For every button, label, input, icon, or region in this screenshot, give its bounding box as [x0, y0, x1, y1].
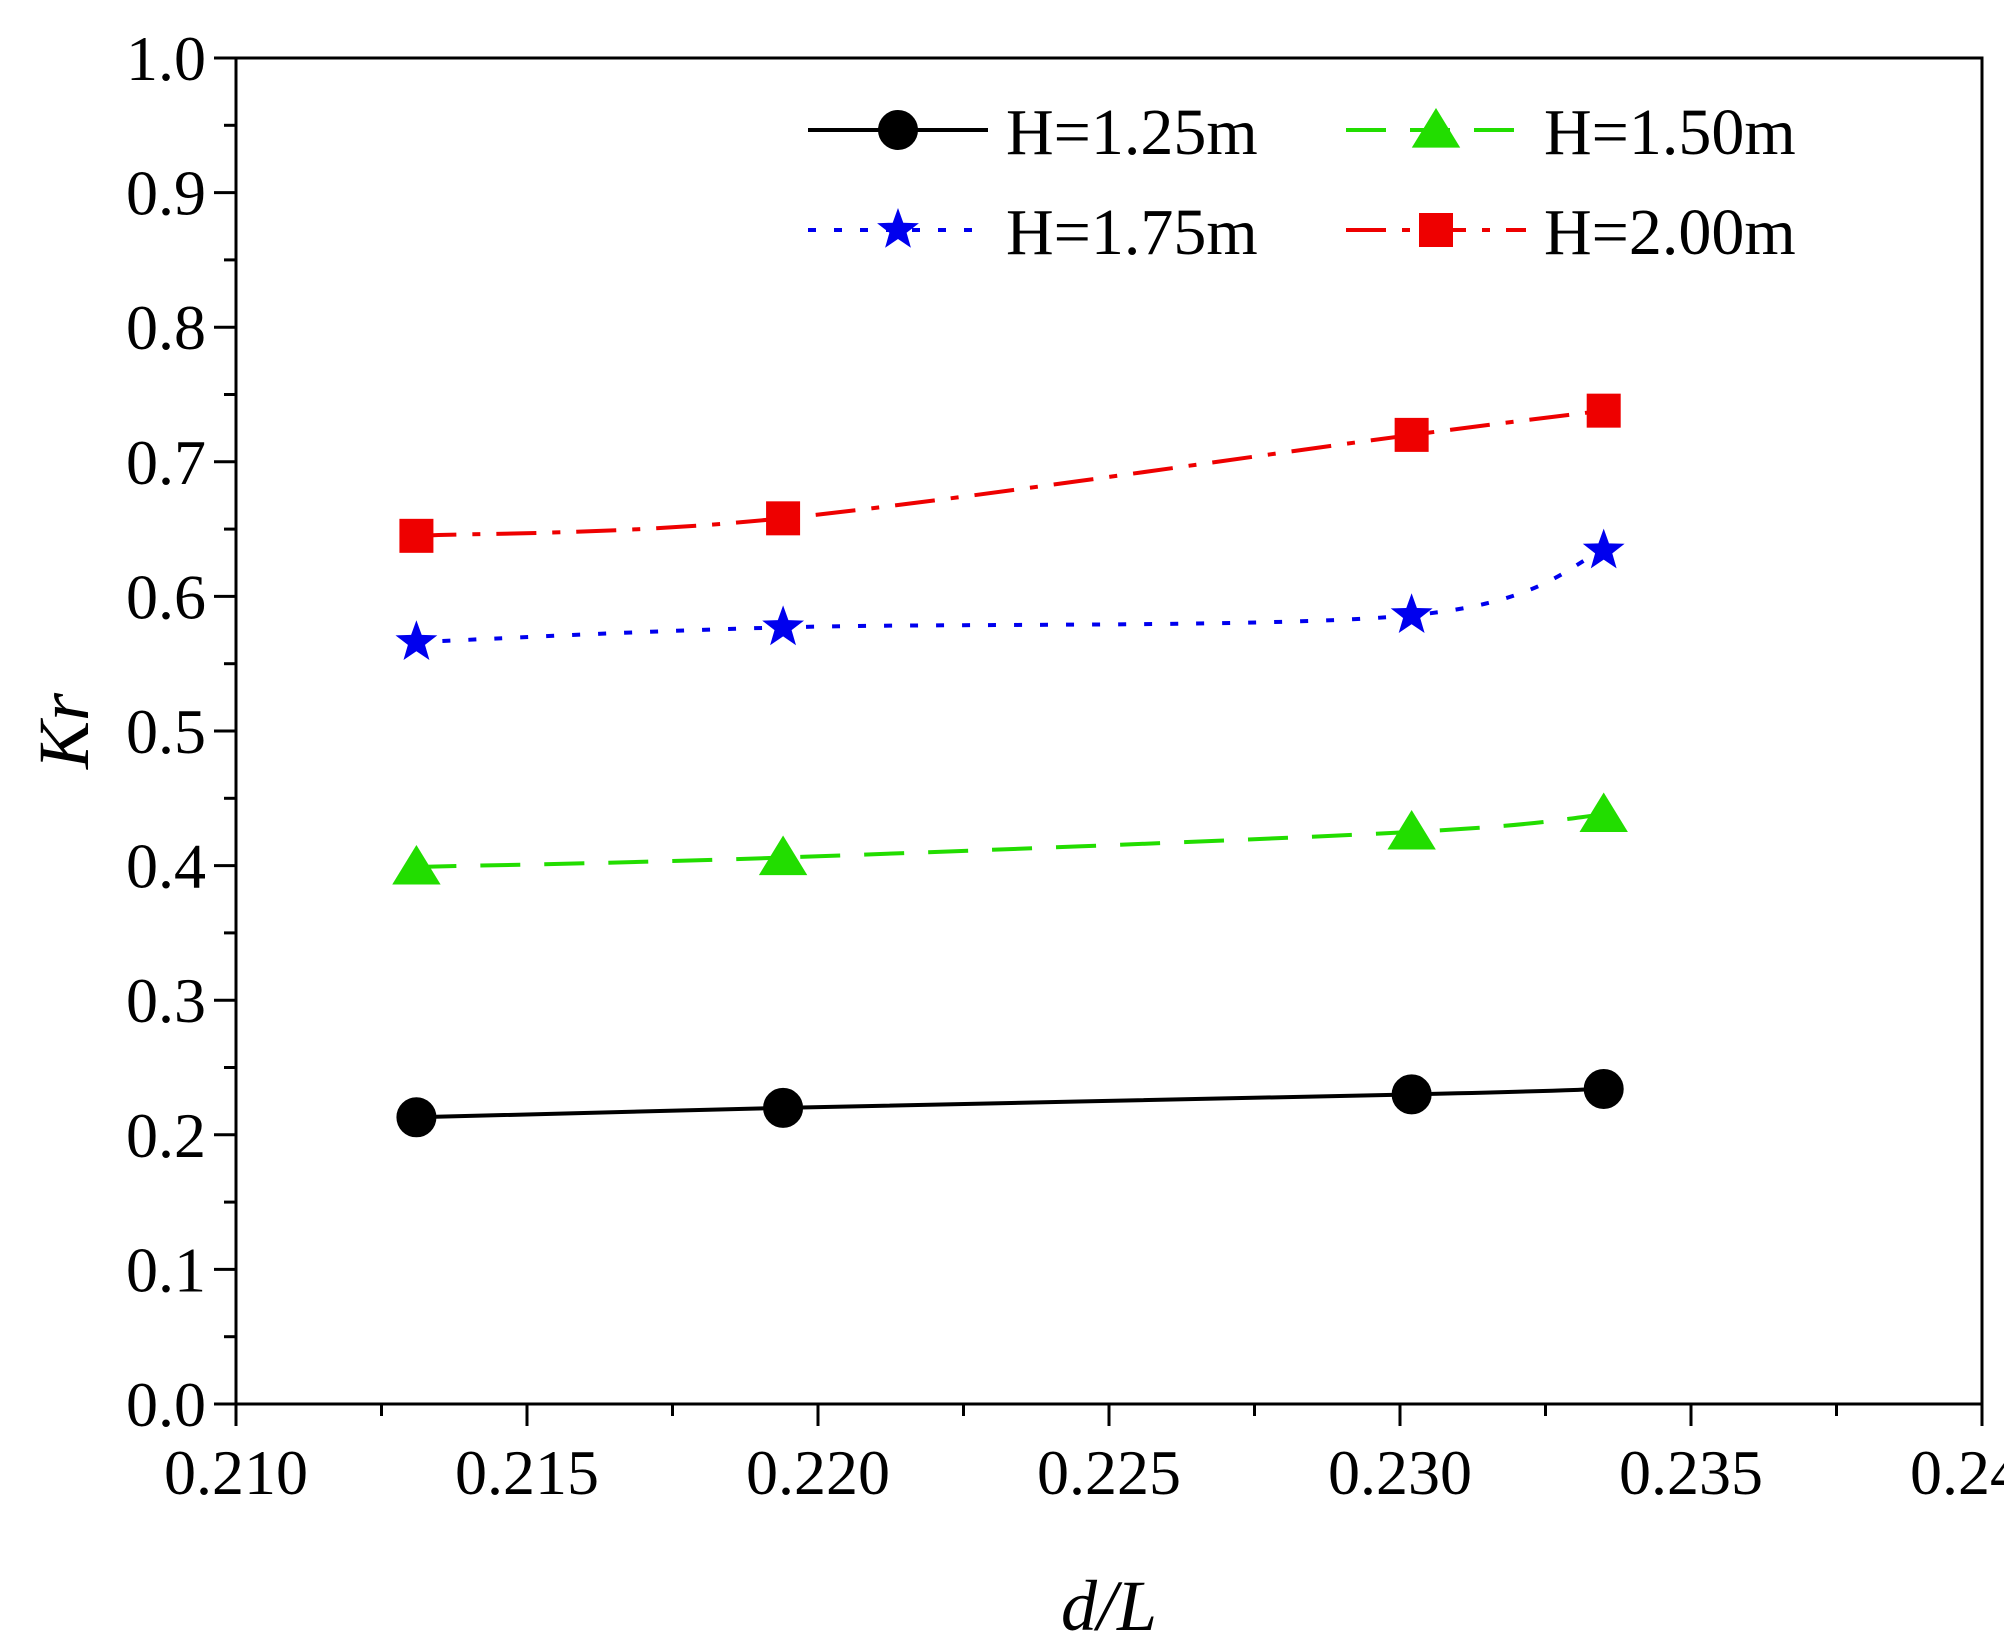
data-point [1387, 809, 1436, 850]
data-point [1391, 1074, 1432, 1115]
y-tick-label: 0.3 [126, 965, 206, 1036]
y-tick-label: 0.6 [126, 561, 206, 632]
y-tick-label: 0.5 [126, 696, 206, 767]
data-point [763, 1087, 804, 1128]
series-line [416, 812, 1604, 869]
y-tick-label: 0.2 [126, 1100, 206, 1171]
y-tick-label: 0.1 [126, 1234, 206, 1305]
legend-marker [1419, 213, 1453, 247]
data-point [766, 501, 801, 536]
legend-marker [1411, 108, 1461, 148]
series-line [416, 548, 1605, 645]
series-layer [392, 393, 1628, 1138]
data-point [762, 605, 804, 646]
legend-label: H=1.75m [1006, 196, 1258, 269]
x-tick-label: 0.230 [1328, 1437, 1472, 1508]
x-tick-label: 0.215 [455, 1437, 599, 1508]
data-point [1586, 393, 1621, 428]
data-point [1582, 528, 1625, 569]
y-tick-label: 1.0 [126, 23, 206, 94]
series-H=1.75m [395, 528, 1625, 660]
x-tick-label: 0.240 [1910, 1437, 2004, 1508]
y-tick-label: 0.7 [126, 427, 206, 498]
axis-labels: d/L Kr [24, 692, 1157, 1644]
legend-item: H=1.75m [808, 196, 1258, 269]
y-tick-label: 0.9 [126, 158, 206, 229]
x-tick-label: 0.210 [164, 1437, 308, 1508]
series-H=1.50m [392, 792, 1628, 885]
legend-item: H=2.00m [1346, 196, 1796, 269]
data-point [758, 835, 808, 876]
series-line [416, 1087, 1604, 1120]
y-tick-label: 0.0 [126, 1369, 206, 1440]
data-point [1390, 593, 1433, 633]
data-point [395, 620, 438, 660]
x-tick-label: 0.235 [1619, 1437, 1763, 1508]
y-tick-label: 0.4 [126, 831, 206, 902]
data-point [1583, 1069, 1624, 1110]
legend-label: H=1.50m [1544, 96, 1796, 169]
legend-item: H=1.25m [808, 96, 1258, 169]
series-H=2.00m [399, 393, 1621, 553]
y-tick-label: 0.8 [126, 292, 206, 363]
y-axis-title: Kr [24, 692, 104, 770]
x-tick-label: 0.220 [746, 1437, 890, 1508]
legend: H=1.25m H=1.50m H=1.75m H=2.00m [808, 96, 1796, 269]
x-tick-label: 0.225 [1037, 1437, 1181, 1508]
series-H=1.25m [396, 1069, 1624, 1138]
axes-frame: 0.210 0.215 0.220 0.225 0.230 0.235 0.240 0.0 0.… [126, 23, 2004, 1508]
legend-item: H=1.50m [1346, 96, 1796, 169]
legend-marker [878, 110, 918, 150]
data-point [1579, 792, 1628, 833]
data-point [392, 844, 441, 885]
legend-label: H=1.25m [1006, 96, 1258, 169]
data-point [399, 518, 434, 553]
data-point [396, 1097, 437, 1138]
legend-marker [877, 208, 919, 248]
data-point [1394, 417, 1429, 452]
x-axis-title: d/L [1061, 1566, 1157, 1644]
legend-label: H=2.00m [1544, 196, 1796, 269]
